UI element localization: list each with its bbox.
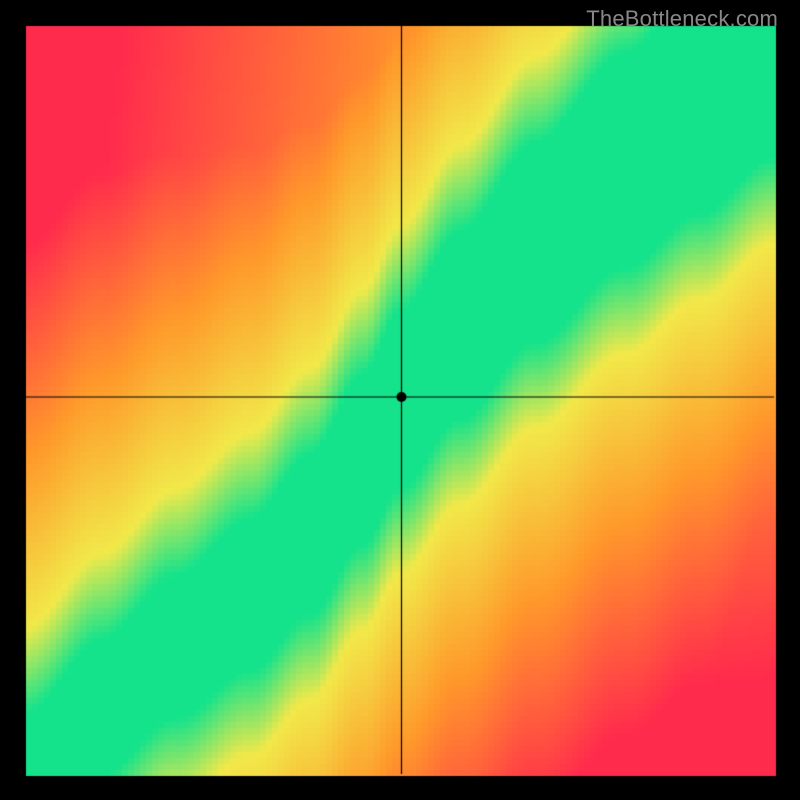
watermark-text: TheBottleneck.com [586, 6, 778, 32]
bottleneck-heatmap [0, 0, 800, 800]
chart-container: TheBottleneck.com [0, 0, 800, 800]
